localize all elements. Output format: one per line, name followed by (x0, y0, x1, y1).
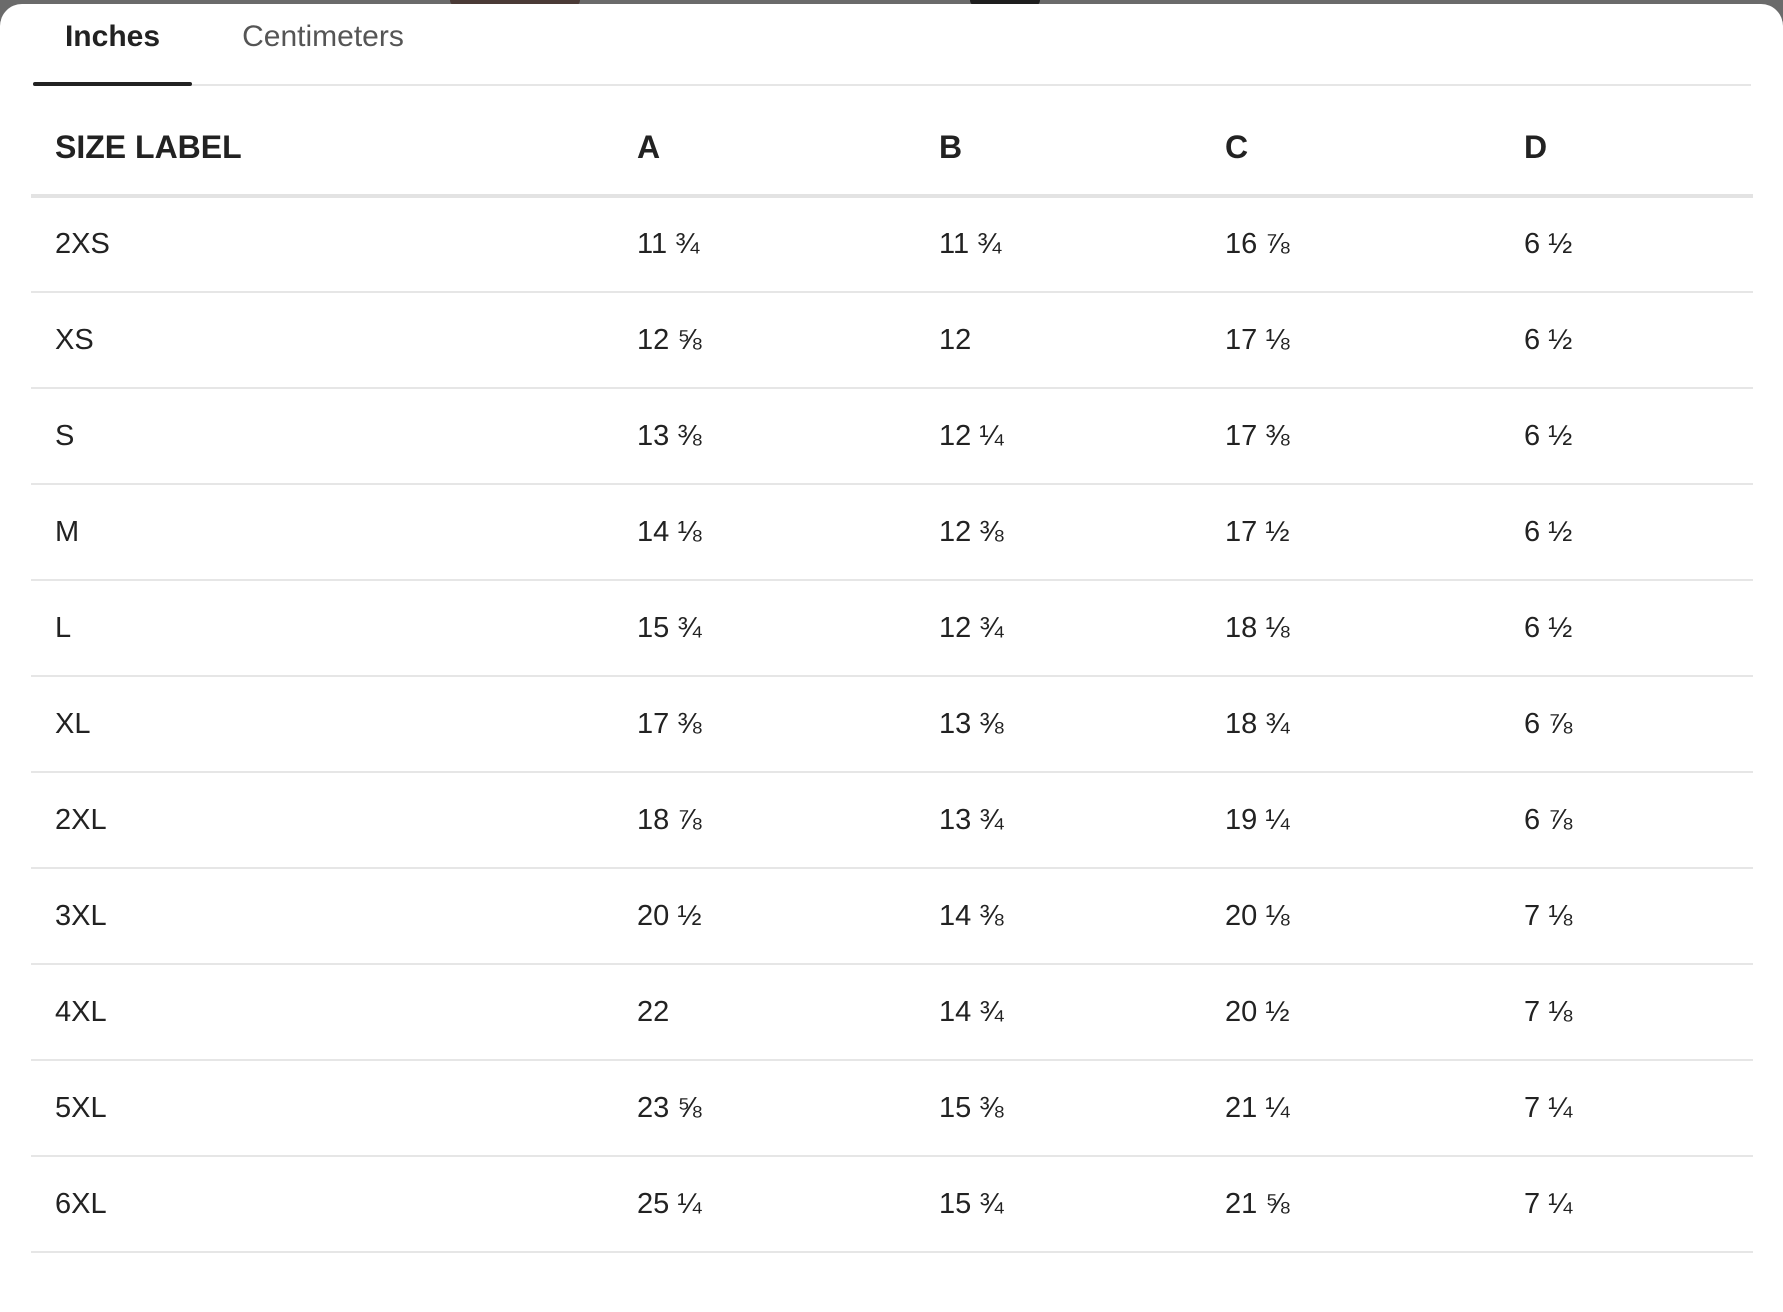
active-tab-indicator (33, 82, 192, 86)
column-header-b: B (915, 100, 1201, 198)
size-label-cell: 5XL (31, 1060, 613, 1157)
column-header-size-label: SIZE LABEL (31, 100, 613, 198)
table-row: 6XL 25 ¼ 15 ¾ 21 ⅝ 7 ¼ (31, 1156, 1753, 1253)
measurement-b-cell: 11 ¾ (915, 196, 1201, 293)
measurement-a-cell: 11 ¾ (613, 196, 915, 293)
column-header-d: D (1500, 100, 1753, 198)
measurement-b-cell: 12 ⅜ (915, 484, 1201, 581)
measurement-b-cell: 13 ¾ (915, 772, 1201, 869)
tab-centimeters-label: Centimeters (242, 20, 404, 53)
measurement-c-cell: 17 ½ (1201, 484, 1500, 581)
table-row: L 15 ¾ 12 ¾ 18 ⅛ 6 ½ (31, 580, 1753, 677)
size-label-cell: 2XS (31, 196, 613, 293)
size-label-cell: 4XL (31, 964, 613, 1061)
size-label-cell: XL (31, 676, 613, 773)
measurement-d-cell: 6 ½ (1500, 196, 1753, 293)
measurement-a-cell: 17 ⅜ (613, 676, 915, 773)
measurement-a-cell: 15 ¾ (613, 580, 915, 677)
measurement-d-cell: 6 ½ (1500, 484, 1753, 581)
size-label-cell: M (31, 484, 613, 581)
measurement-d-cell: 7 ⅛ (1500, 868, 1753, 965)
measurement-a-cell: 12 ⅝ (613, 292, 915, 389)
measurement-c-cell: 21 ⅝ (1201, 1156, 1500, 1253)
measurement-c-cell: 17 ⅛ (1201, 292, 1500, 389)
measurement-c-cell: 16 ⅞ (1201, 196, 1500, 293)
measurement-c-cell: 17 ⅜ (1201, 388, 1500, 485)
table-row: 4XL 22 14 ¾ 20 ½ 7 ⅛ (31, 964, 1753, 1061)
tab-inches-label: Inches (64, 20, 161, 53)
measurement-a-cell: 25 ¼ (613, 1156, 915, 1253)
table-row: M 14 ⅛ 12 ⅜ 17 ½ 6 ½ (31, 484, 1753, 581)
measurement-c-cell: 20 ½ (1201, 964, 1500, 1061)
measurement-d-cell: 6 ⅞ (1500, 676, 1753, 773)
tab-centimeters[interactable]: Centimeters (223, 14, 423, 84)
size-label-cell: 3XL (31, 868, 613, 965)
table-row: 2XL 18 ⅞ 13 ¾ 19 ¼ 6 ⅞ (31, 772, 1753, 869)
measurement-b-cell: 15 ¾ (915, 1156, 1201, 1253)
measurement-c-cell: 19 ¼ (1201, 772, 1500, 869)
measurement-d-cell: 7 ¼ (1500, 1060, 1753, 1157)
unit-tabs: Inches Centimeters (33, 4, 1751, 86)
column-header-a: A (613, 100, 915, 198)
size-label-cell: S (31, 388, 613, 485)
measurement-c-cell: 18 ¾ (1201, 676, 1500, 773)
table-body: 2XS 11 ¾ 11 ¾ 16 ⅞ 6 ½ XS 12 ⅝ 12 17 ⅛ 6… (31, 196, 1753, 1253)
size-label-cell: L (31, 580, 613, 677)
table-row: 2XS 11 ¾ 11 ¾ 16 ⅞ 6 ½ (31, 196, 1753, 293)
measurement-a-cell: 13 ⅜ (613, 388, 915, 485)
size-label-cell: XS (31, 292, 613, 389)
measurement-d-cell: 6 ½ (1500, 292, 1753, 389)
column-header-c: C (1201, 100, 1500, 198)
measurement-a-cell: 14 ⅛ (613, 484, 915, 581)
background-image-fragment (450, 0, 580, 6)
size-label-cell: 2XL (31, 772, 613, 869)
size-guide-sheet: Inches Centimeters SIZE LABEL A B C D (0, 4, 1783, 1312)
measurement-d-cell: 6 ½ (1500, 580, 1753, 677)
measurement-d-cell: 7 ¼ (1500, 1156, 1753, 1253)
measurement-a-cell: 20 ½ (613, 868, 915, 965)
size-label-cell: 6XL (31, 1156, 613, 1253)
measurement-b-cell: 13 ⅜ (915, 676, 1201, 773)
background-image-fragment (970, 0, 1040, 6)
measurement-b-cell: 14 ¾ (915, 964, 1201, 1061)
measurement-b-cell: 15 ⅜ (915, 1060, 1201, 1157)
measurement-c-cell: 20 ⅛ (1201, 868, 1500, 965)
measurement-c-cell: 18 ⅛ (1201, 580, 1500, 677)
measurement-b-cell: 12 ¼ (915, 388, 1201, 485)
tab-inches[interactable]: Inches (33, 14, 192, 86)
measurement-b-cell: 14 ⅜ (915, 868, 1201, 965)
table-row: S 13 ⅜ 12 ¼ 17 ⅜ 6 ½ (31, 388, 1753, 485)
table-row: XS 12 ⅝ 12 17 ⅛ 6 ½ (31, 292, 1753, 389)
measurement-a-cell: 18 ⅞ (613, 772, 915, 869)
measurement-d-cell: 7 ⅛ (1500, 964, 1753, 1061)
measurement-b-cell: 12 (915, 292, 1201, 389)
measurement-d-cell: 6 ⅞ (1500, 772, 1753, 869)
measurement-a-cell: 23 ⅝ (613, 1060, 915, 1157)
measurement-d-cell: 6 ½ (1500, 388, 1753, 485)
table-row: 5XL 23 ⅝ 15 ⅜ 21 ¼ 7 ¼ (31, 1060, 1753, 1157)
measurement-b-cell: 12 ¾ (915, 580, 1201, 677)
table-row: XL 17 ⅜ 13 ⅜ 18 ¾ 6 ⅞ (31, 676, 1753, 773)
size-chart-table: SIZE LABEL A B C D 2XS 11 ¾ 11 ¾ 16 ⅞ 6 … (31, 100, 1753, 1253)
table-row: 3XL 20 ½ 14 ⅜ 20 ⅛ 7 ⅛ (31, 868, 1753, 965)
measurement-a-cell: 22 (613, 964, 915, 1061)
measurement-c-cell: 21 ¼ (1201, 1060, 1500, 1157)
table-header-row: SIZE LABEL A B C D (31, 100, 1753, 198)
table-header: SIZE LABEL A B C D (31, 100, 1753, 198)
